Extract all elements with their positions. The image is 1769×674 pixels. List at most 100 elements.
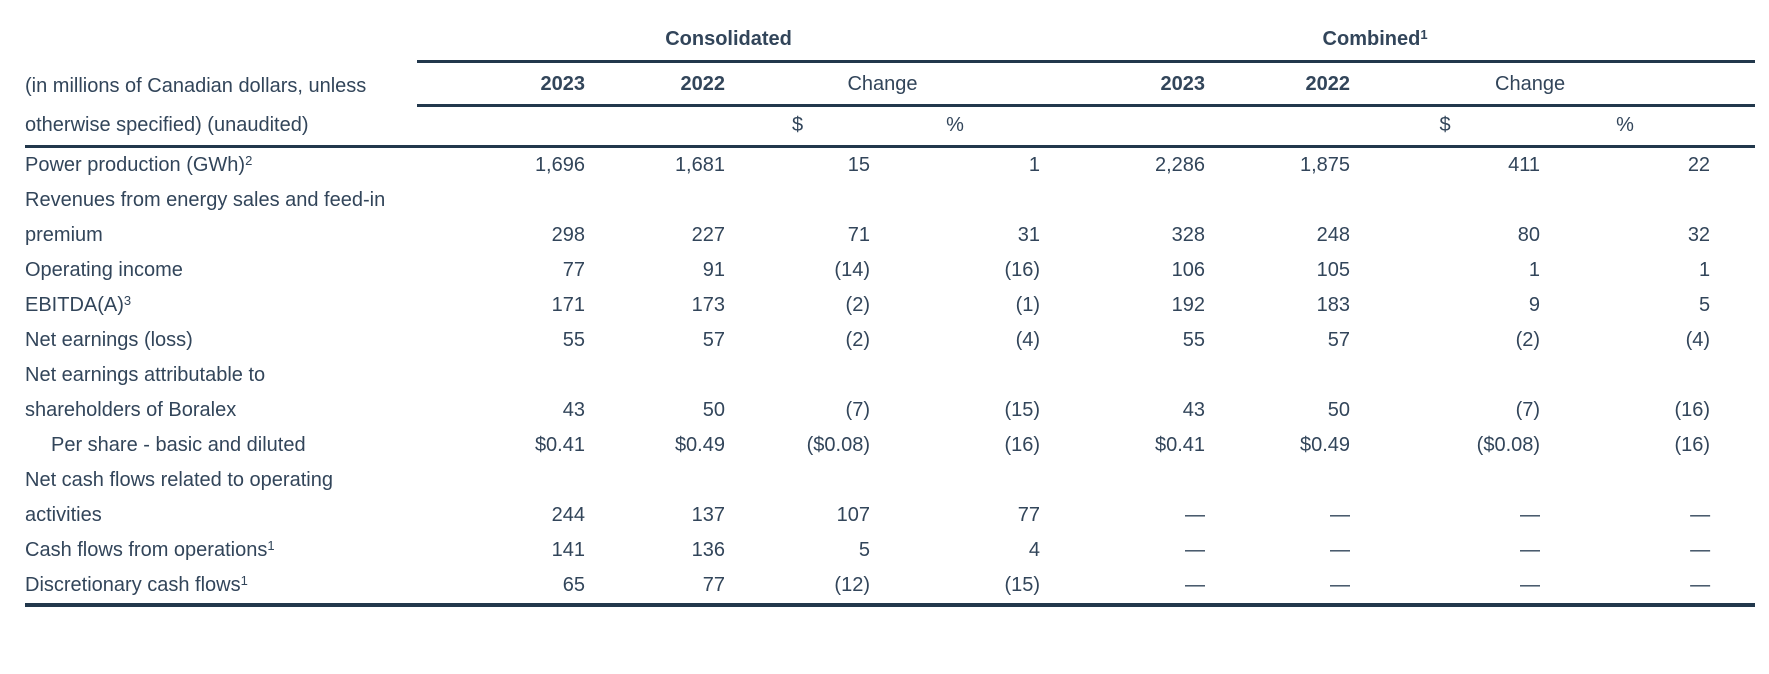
row-label: EBITDA(A)3 xyxy=(25,288,417,323)
row-label: Discretionary cash flows1 xyxy=(25,568,417,607)
intro-line-1: (in millions of Canadian dollars, unless xyxy=(25,74,367,97)
value-cell: — xyxy=(1690,504,1711,526)
row-label-text: Operating income xyxy=(25,259,183,281)
table-row: Net cash flows related to operating activ… xyxy=(25,463,1755,533)
value-cell: 57 xyxy=(1327,329,1351,351)
value-cell: 57 xyxy=(702,329,725,351)
value-cell: 411 xyxy=(1508,154,1541,176)
value-cell: 1 xyxy=(1698,259,1711,281)
row-label-text: Cash flows from operations xyxy=(25,539,268,561)
value-cell: (2) xyxy=(1515,329,1541,351)
value-cell: — xyxy=(1690,539,1711,561)
value-cell: (4) xyxy=(1685,329,1711,351)
group-footnote: 1 xyxy=(1420,27,1428,43)
empty-cell xyxy=(585,105,725,148)
value-cell: — xyxy=(1350,568,1541,607)
financial-highlights-table: Consolidated Combined1 (in millions of C… xyxy=(25,12,1756,607)
col-header-2023-combined: 2023 xyxy=(1040,61,1206,107)
value-cell: 65 xyxy=(417,568,585,607)
table-row: Net earnings attributable to shareholders… xyxy=(25,358,1755,428)
value-cell: 31 xyxy=(1017,224,1041,246)
row-label-text: Net cash flows related to operating xyxy=(25,469,333,491)
value-cell: 141 xyxy=(551,539,585,561)
value-cell: 50 xyxy=(702,399,725,421)
row-label-text: Discretionary cash flows xyxy=(25,574,241,596)
col-header-2022-combined: 2022 xyxy=(1205,61,1351,107)
value-cell: (15) xyxy=(1004,399,1041,421)
value-cell: — xyxy=(1185,539,1206,561)
value-cell: 248 xyxy=(1316,224,1351,246)
value-cell: ($0.08) xyxy=(1476,434,1541,456)
row-label-text: Net earnings (loss) xyxy=(25,329,193,351)
empty-cell xyxy=(1040,105,1206,148)
table-row: Net earnings (loss) 55 57 (2) (4) 55 57 … xyxy=(25,323,1755,358)
value-cell: $0.49 xyxy=(1299,434,1351,456)
row-label: Net cash flows related to operating activ… xyxy=(25,463,417,533)
value-cell: (16) xyxy=(1004,259,1041,281)
row-label: Power production (GWh)2 xyxy=(25,147,417,184)
col-header-change-combined: Change xyxy=(1350,61,1756,107)
value-cell: — xyxy=(1185,504,1206,526)
value-cell: — xyxy=(1040,568,1206,607)
value-cell: 4 xyxy=(1028,539,1041,561)
group-header-spacer xyxy=(25,12,417,62)
value-cell: 1 xyxy=(1528,259,1541,281)
value-cell: (16) xyxy=(1674,399,1711,421)
value-cell: $0.41 xyxy=(534,434,585,456)
value-cell: 136 xyxy=(691,539,725,561)
value-cell: 71 xyxy=(847,224,870,246)
table-row: Operating income 77 91 (14) (16) 106 105… xyxy=(25,253,1755,288)
value-cell: 192 xyxy=(1171,294,1206,316)
row-label: Net earnings (loss) xyxy=(25,323,417,358)
value-cell: 9 xyxy=(1528,294,1541,316)
footnote-marker: 3 xyxy=(123,293,132,309)
col-header-change-consolidated: Change xyxy=(725,61,1041,107)
value-cell: (12) xyxy=(725,568,870,607)
col-header-2023-consolidated: 2023 xyxy=(417,61,585,107)
value-cell: 107 xyxy=(836,504,870,526)
value-cell: 227 xyxy=(691,224,725,246)
table-row: Cash flows from operations1 141 136 5 4 … xyxy=(25,533,1755,568)
table-row: Revenues from energy sales and feed-in pr… xyxy=(25,183,1755,253)
value-cell: 55 xyxy=(1182,329,1206,351)
row-label-text: Per share - basic and diluted xyxy=(51,434,306,456)
group-label: Consolidated xyxy=(665,28,792,50)
footnote-marker: 2 xyxy=(245,153,253,169)
table-row: EBITDA(A)3 171 173 (2) (1) 192 183 9 5 xyxy=(25,288,1755,323)
row-label: Operating income xyxy=(25,253,417,288)
value-cell: 91 xyxy=(702,259,725,281)
value-cell: $0.41 xyxy=(1154,434,1206,456)
value-cell: 5 xyxy=(1698,294,1711,316)
value-cell: 105 xyxy=(1316,259,1351,281)
value-cell: 43 xyxy=(562,399,585,421)
value-cell: 2,286 xyxy=(1154,154,1206,176)
value-cell: — xyxy=(1330,539,1351,561)
intro-line-2: otherwise specified) (unaudited) xyxy=(25,105,417,148)
row-label-text: premium xyxy=(25,224,103,246)
table-row: Discretionary cash flows1 65 77 (12) (15… xyxy=(25,568,1756,607)
value-cell: 106 xyxy=(1171,259,1206,281)
table-row: Power production (GWh)2 1,696 1,681 15 1… xyxy=(25,147,1755,184)
value-cell: (4) xyxy=(1015,329,1041,351)
value-cell: (1) xyxy=(1015,294,1041,316)
col-header-percent-consolidated: % xyxy=(870,105,1041,148)
col-header-dollar-consolidated: $ xyxy=(725,105,870,148)
value-cell: 298 xyxy=(551,224,585,246)
value-cell: — xyxy=(1540,568,1756,607)
unit-header-row: otherwise specified) (unaudited) $ % $ % xyxy=(25,105,1756,148)
value-cell: 22 xyxy=(1687,154,1711,176)
col-header-dollar-combined: $ xyxy=(1350,105,1541,148)
value-cell: — xyxy=(1330,504,1351,526)
row-label: Net earnings attributable to shareholders… xyxy=(25,358,417,428)
row-label-text: activities xyxy=(25,504,102,526)
value-cell: (7) xyxy=(1515,399,1541,421)
col-header-2022-consolidated: 2022 xyxy=(585,61,725,107)
value-cell: (15) xyxy=(870,568,1041,607)
value-cell: (2) xyxy=(845,329,870,351)
row-label-text: EBITDA(A) xyxy=(25,294,124,316)
group-label: Combined xyxy=(1322,28,1421,50)
value-cell: 1,696 xyxy=(534,154,585,176)
empty-cell xyxy=(1205,105,1351,148)
value-cell: 173 xyxy=(691,294,725,316)
row-label-text: Net earnings attributable to xyxy=(25,364,266,386)
